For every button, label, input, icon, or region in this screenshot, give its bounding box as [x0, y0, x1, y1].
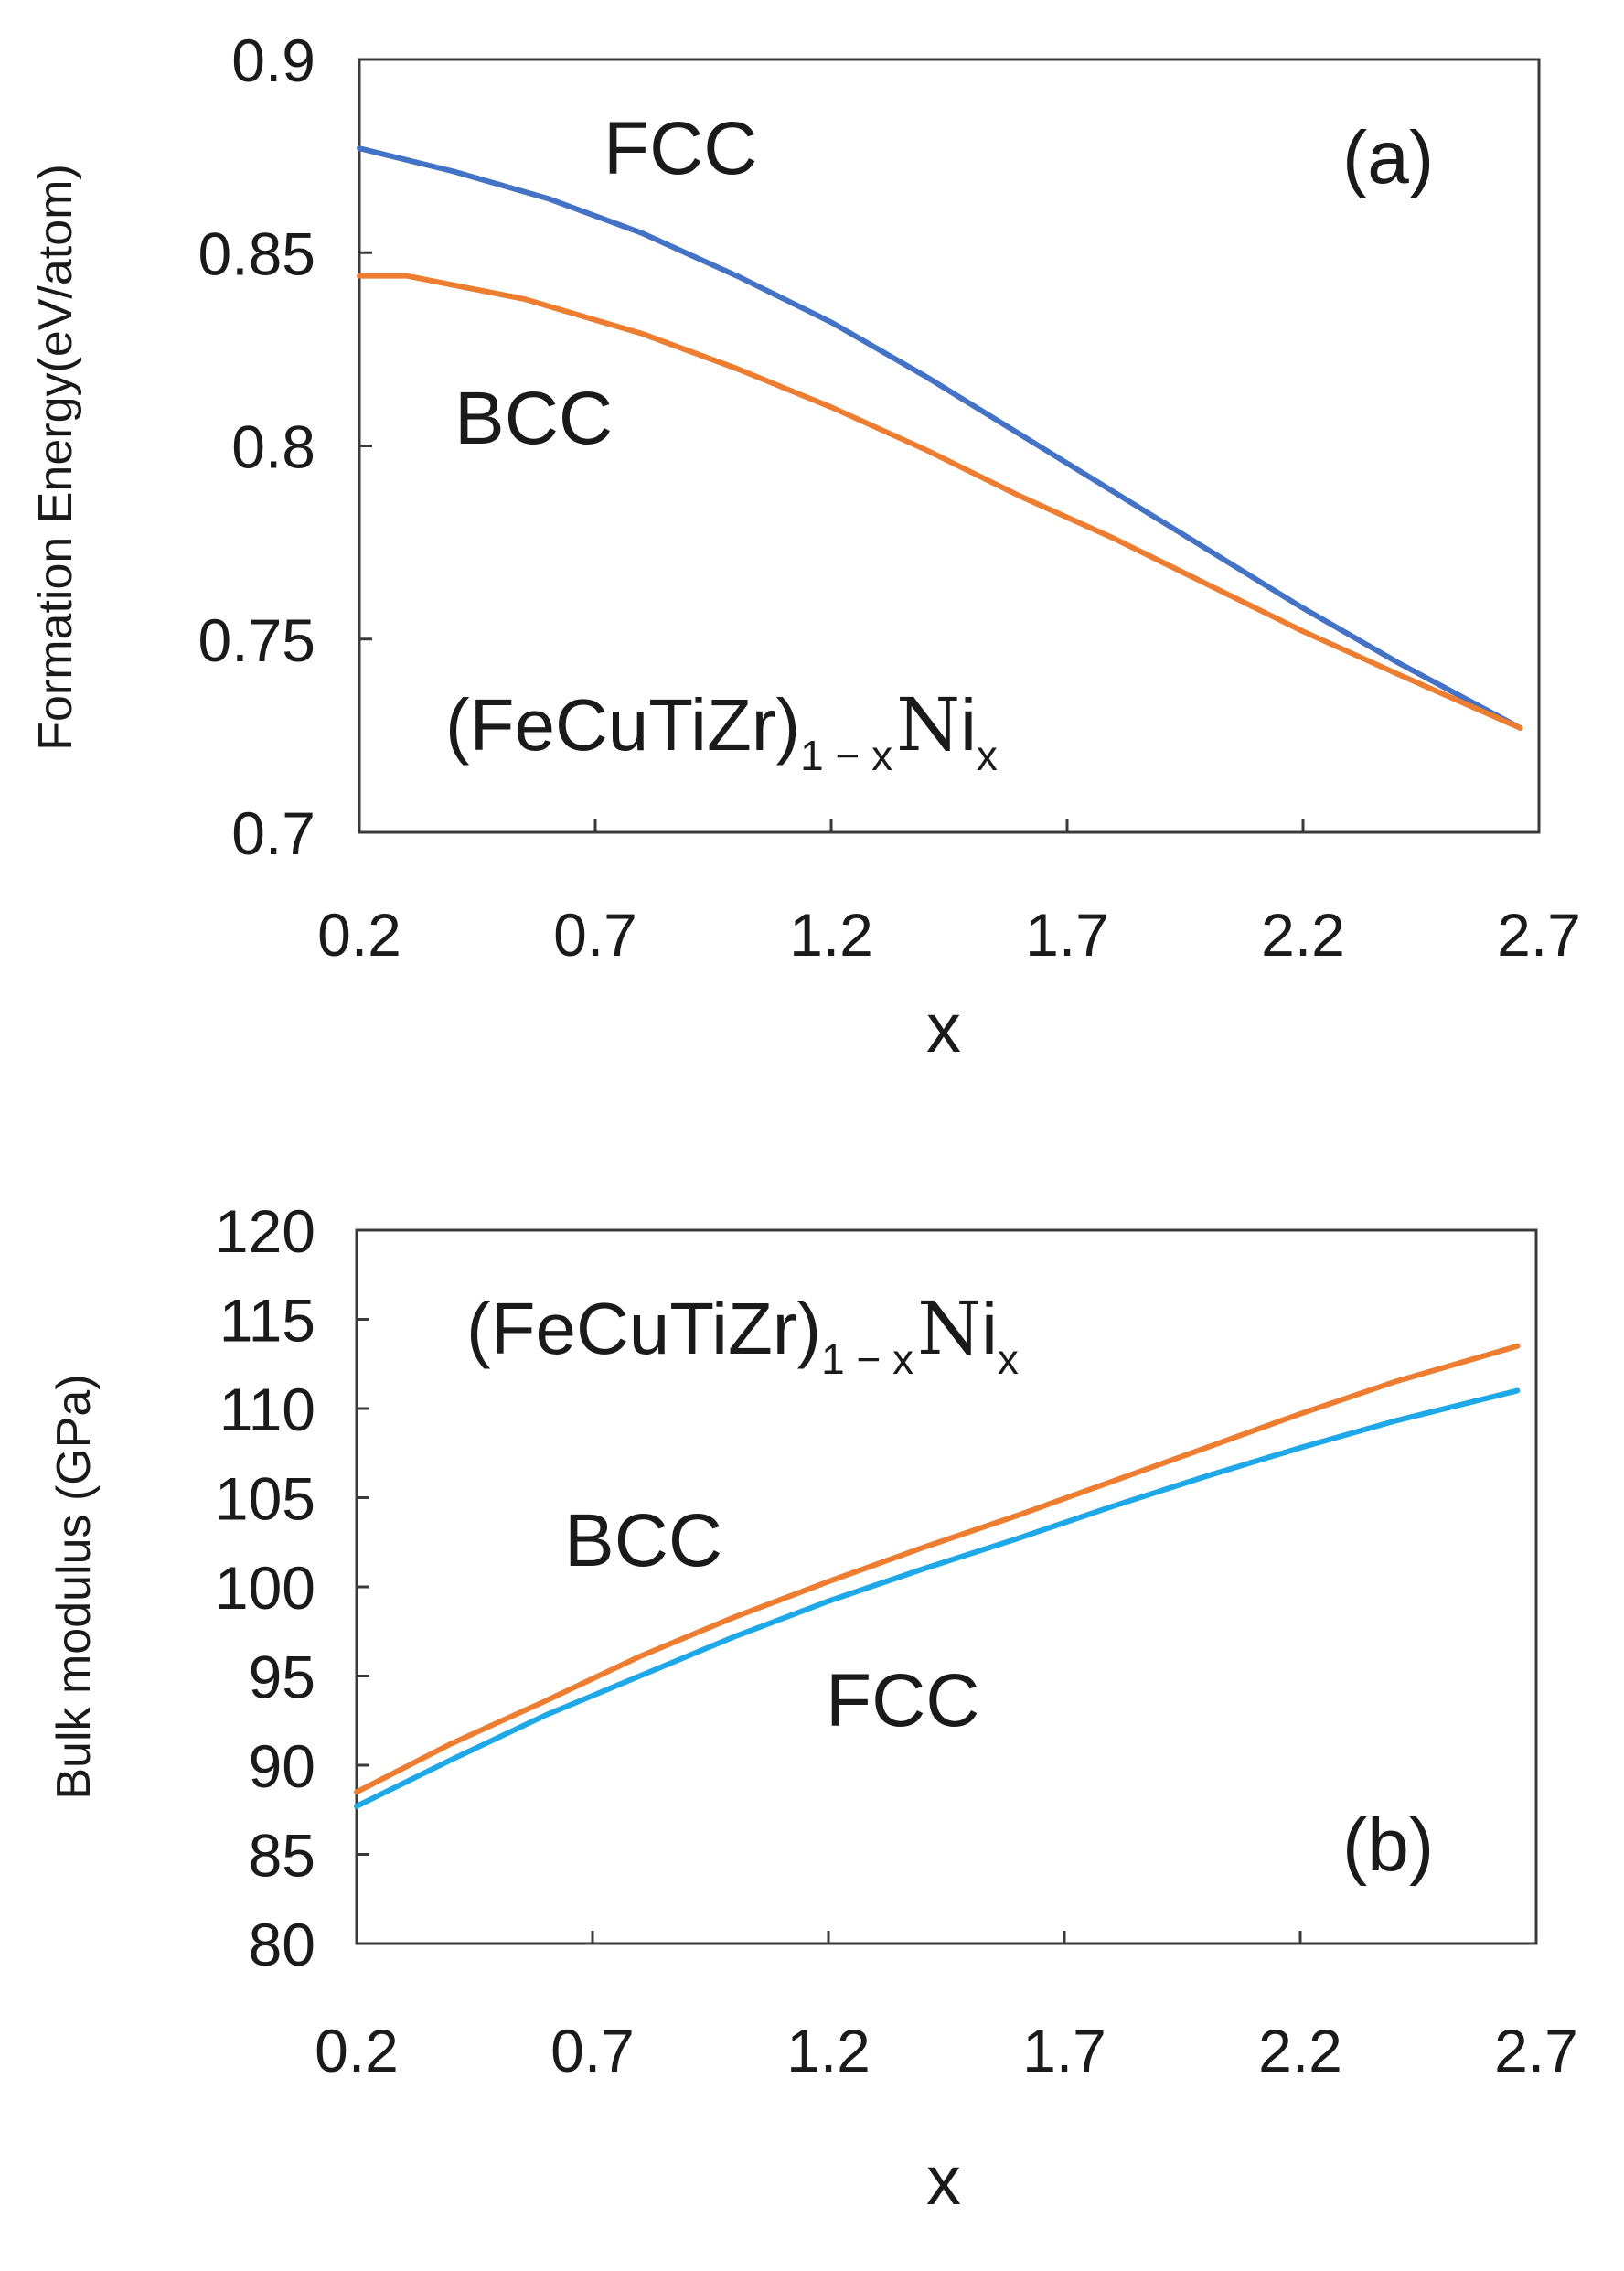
panel-b-y-tick-label: 115	[219, 1287, 315, 1355]
panel-a-y-tick-label: 0.75	[198, 606, 315, 674]
panel-b-bcc-label: BCC	[564, 1499, 722, 1582]
panel-b-formula: (FeCuTiZr)1 − xNix	[466, 1286, 1019, 1383]
panel-a-bcc-label: BCC	[454, 377, 613, 460]
panel-b-x-tick-label: 0.7	[550, 2017, 635, 2084]
panel-b-y-tick-label: 100	[215, 1554, 315, 1622]
panel-b-fcc-label: FCC	[826, 1659, 980, 1742]
panel-b-y-tick-label: 90	[249, 1732, 315, 1800]
panel-a-y-axis-label: Formation Energy(eV/atom)	[29, 164, 82, 751]
panel-b-y-tick-label: 95	[249, 1644, 315, 1711]
panel-b-y-tick-label: 80	[249, 1911, 315, 1978]
formula-subscript-2: x	[998, 1335, 1019, 1383]
panel-a-y-tick-label: 0.7	[231, 799, 315, 867]
panel-a-y-tick-label: 0.85	[198, 220, 315, 287]
formula-subscript-1: 1 − x	[800, 732, 892, 779]
panel-a-x-tick-label: 1.2	[789, 901, 873, 969]
formula-subscript-1: 1 − x	[821, 1335, 914, 1383]
formula-element-n: N	[896, 682, 960, 767]
panel-b-tag: (b)	[1342, 1804, 1434, 1887]
panel-b-series	[354, 1343, 1521, 1809]
panel-a-x-axis-label: x	[926, 990, 961, 1067]
panel-a-fcc-label: FCC	[604, 107, 758, 190]
panel-a-x-tick-label: 2.2	[1261, 901, 1345, 969]
panel-a-y-tick-label: 0.9	[231, 27, 315, 94]
panel-a-tag: (a)	[1342, 116, 1434, 199]
panel-a-series-bcc-line	[357, 273, 1523, 731]
panel-b-x-tick-label: 2.7	[1494, 2017, 1578, 2084]
panel-a-x-tick-label: 1.7	[1025, 901, 1109, 969]
panel-a-series	[357, 145, 1523, 731]
panel-b-y-tick-label: 105	[215, 1465, 315, 1533]
panel-b-y-tick-label: 110	[219, 1376, 315, 1443]
panel-b-ticks: 0.2 0.7 1.2 1.7 2.2 2.7 80 85 90 95 100 105 110 115 12…	[215, 1197, 1578, 2084]
panel-a-formula: (FeCuTiZr)1 − xNix	[445, 682, 998, 779]
panel-b-series-bcc-line	[354, 1343, 1521, 1795]
panel-a-y-tick-label: 0.8	[231, 413, 315, 481]
panel-a-formation-energy: 0.2 0.7 1.2 1.7 2.2 2.70.70.750.80.850.9 Form…	[29, 27, 1581, 1067]
panel-b-y-tick-label: 85	[249, 1822, 315, 1890]
panel-b-y-axis-label: Bulk modulus (GPa)	[48, 1374, 101, 1799]
formula-element-i: i	[981, 1288, 998, 1369]
panel-a-x-tick-label: 0.2	[317, 901, 401, 969]
panel-b-y-tick-label: 120	[215, 1197, 315, 1265]
formula-element-i: i	[960, 684, 977, 766]
panel-b-x-axis-label: x	[926, 2142, 961, 2220]
formula-main: (FeCuTiZr)	[466, 1288, 821, 1369]
panel-b-x-tick-label: 2.2	[1258, 2017, 1342, 2084]
panel-a-x-tick-label: 2.7	[1497, 901, 1581, 969]
formula-subscript-2: x	[977, 732, 998, 779]
panel-a-series-fcc-line	[357, 145, 1523, 731]
panel-b-x-tick-label: 1.2	[786, 2017, 871, 2084]
panel-b-x-tick-label: 0.2	[315, 2017, 399, 2084]
panel-b-x-tick-label: 1.7	[1022, 2017, 1106, 2084]
panel-a-ticks: 0.2 0.7 1.2 1.7 2.2 2.70.70.750.80.850.9	[198, 27, 1581, 969]
formula-main: (FeCuTiZr)	[445, 684, 800, 766]
panel-b-bulk-modulus: 0.2 0.7 1.2 1.7 2.2 2.7 80 85 90 95 100 105 110 115 12…	[48, 1197, 1578, 2220]
panel-b-series-fcc-line	[354, 1387, 1521, 1809]
formula-element-n: N	[917, 1286, 981, 1371]
panel-a-x-tick-label: 0.7	[553, 901, 637, 969]
